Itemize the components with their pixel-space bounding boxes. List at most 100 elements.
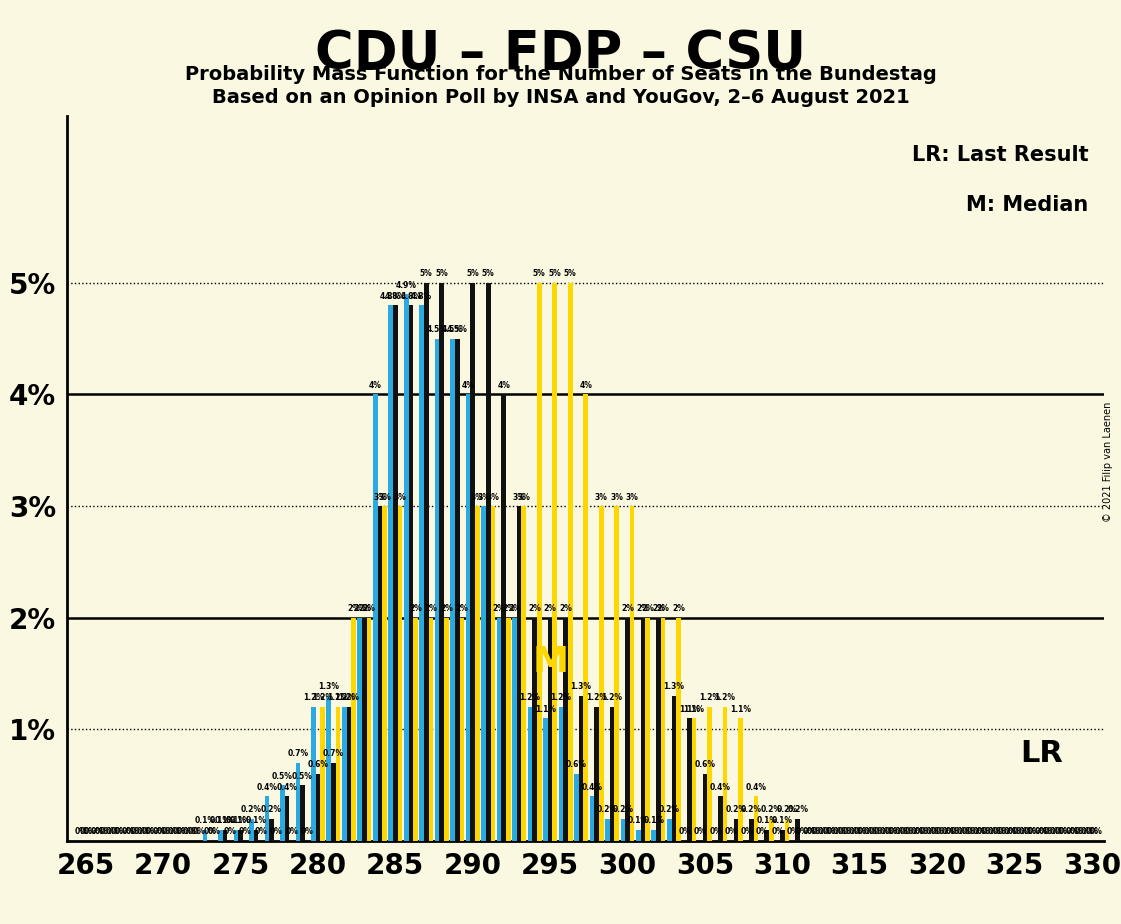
Text: 2%: 2% [559, 604, 572, 614]
Text: 0%: 0% [152, 827, 165, 836]
Bar [253, 830, 259, 841]
Text: 0%: 0% [889, 827, 901, 836]
Text: 4.8%: 4.8% [400, 292, 421, 300]
Text: 1.2%: 1.2% [586, 694, 608, 702]
Bar [558, 707, 563, 841]
Text: 0.1%: 0.1% [195, 816, 215, 825]
Bar [316, 774, 321, 841]
Text: 0%: 0% [203, 827, 216, 836]
Bar [537, 283, 541, 841]
Bar [336, 707, 341, 841]
Text: 0%: 0% [998, 827, 1010, 836]
Bar [444, 617, 448, 841]
Text: 0%: 0% [853, 827, 867, 836]
Text: 0%: 0% [1069, 827, 1083, 836]
Text: 0.4%: 0.4% [582, 783, 602, 792]
Bar [491, 506, 495, 841]
Bar [753, 796, 758, 841]
Bar [723, 707, 728, 841]
Bar [346, 707, 351, 841]
Bar [404, 294, 408, 841]
Bar [331, 762, 336, 841]
Text: 0.1%: 0.1% [230, 816, 251, 825]
Bar [574, 774, 578, 841]
Text: 2%: 2% [502, 604, 515, 614]
Bar [630, 506, 634, 841]
Text: 0%: 0% [803, 827, 815, 836]
Bar [451, 339, 455, 841]
Text: 0%: 0% [926, 827, 938, 836]
Text: 0%: 0% [1059, 827, 1072, 836]
Text: 2%: 2% [358, 604, 371, 614]
Text: 1.1%: 1.1% [730, 705, 751, 713]
Bar [544, 718, 548, 841]
Text: 1.2%: 1.2% [312, 694, 333, 702]
Text: 2%: 2% [425, 604, 437, 614]
Bar [439, 283, 444, 841]
Text: 4%: 4% [462, 381, 474, 390]
Bar [223, 830, 228, 841]
Text: 0.7%: 0.7% [323, 749, 344, 759]
Text: 0%: 0% [884, 827, 897, 836]
Text: 5%: 5% [482, 270, 494, 278]
Bar [703, 774, 707, 841]
Text: 0%: 0% [90, 827, 103, 836]
Bar [583, 395, 589, 841]
Text: 3%: 3% [373, 492, 387, 502]
Text: 1.2%: 1.2% [550, 694, 572, 702]
Text: 0.4%: 0.4% [710, 783, 731, 792]
Text: 0%: 0% [880, 827, 892, 836]
Text: 0.2%: 0.2% [741, 805, 762, 814]
Text: 0%: 0% [1003, 827, 1017, 836]
Text: 0%: 0% [787, 827, 799, 836]
Bar [342, 707, 346, 841]
Bar [594, 707, 599, 841]
Text: 0%: 0% [105, 827, 119, 836]
Text: 0.7%: 0.7% [287, 749, 308, 759]
Text: 2%: 2% [637, 604, 649, 614]
Bar [485, 283, 491, 841]
Text: 0.1%: 0.1% [245, 816, 267, 825]
Text: 0%: 0% [962, 827, 974, 836]
Text: 0.4%: 0.4% [257, 783, 277, 792]
Text: © 2021 Filip van Laenen: © 2021 Filip van Laenen [1103, 402, 1113, 522]
Text: 3%: 3% [478, 492, 490, 502]
Text: 0%: 0% [930, 827, 944, 836]
Bar [636, 830, 641, 841]
Bar [265, 796, 269, 841]
Bar [568, 283, 573, 841]
Text: 0%: 0% [1028, 827, 1041, 836]
Text: 0%: 0% [1065, 827, 1078, 836]
Bar [667, 819, 671, 841]
Text: 0%: 0% [177, 827, 189, 836]
Text: 0.5%: 0.5% [272, 772, 293, 781]
Text: 2%: 2% [652, 604, 665, 614]
Text: 0%: 0% [895, 827, 908, 836]
Bar [671, 696, 676, 841]
Text: 0.4%: 0.4% [745, 783, 767, 792]
Text: 2%: 2% [544, 604, 556, 614]
Text: 0%: 0% [988, 827, 1001, 836]
Text: 0%: 0% [173, 827, 185, 836]
Text: 2%: 2% [353, 604, 367, 614]
Text: 0%: 0% [873, 827, 887, 836]
Text: 0%: 0% [1008, 827, 1021, 836]
Bar [578, 696, 583, 841]
Text: 0%: 0% [137, 827, 149, 836]
Text: 4.8%: 4.8% [380, 292, 401, 300]
Bar [563, 617, 568, 841]
Text: 4.5%: 4.5% [442, 325, 463, 334]
Text: 0%: 0% [270, 827, 282, 836]
Text: 3%: 3% [471, 492, 484, 502]
Text: 0.1%: 0.1% [628, 816, 649, 825]
Text: 2%: 2% [362, 604, 376, 614]
Bar [749, 819, 753, 841]
Text: 0%: 0% [849, 827, 861, 836]
Bar [517, 506, 521, 841]
Text: CDU – FDP – CSU: CDU – FDP – CSU [315, 28, 806, 79]
Bar [605, 819, 610, 841]
Bar [435, 339, 439, 841]
Bar [362, 617, 367, 841]
Text: M: Median: M: Median [966, 195, 1088, 215]
Bar [471, 283, 475, 841]
